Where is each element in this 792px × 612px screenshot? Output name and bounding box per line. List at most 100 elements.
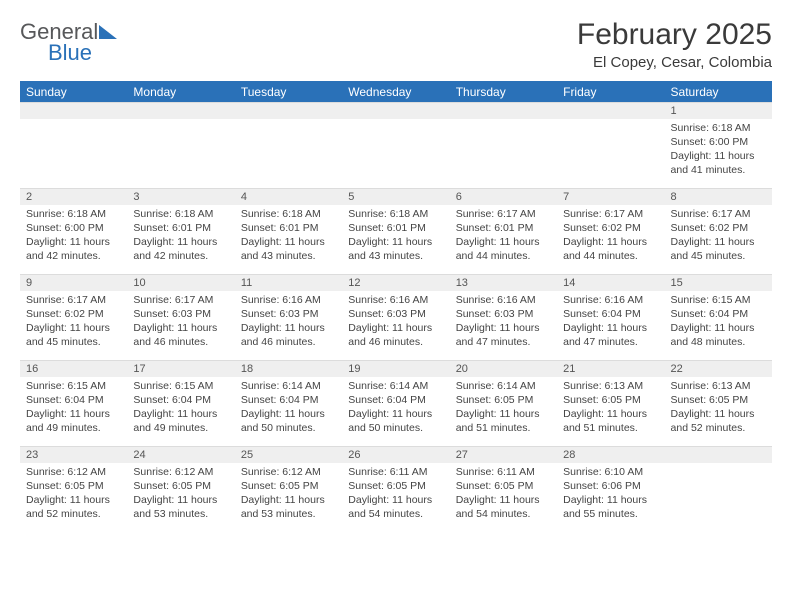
- day-sunrise: Sunrise: 6:10 AM: [563, 465, 658, 479]
- logo-text-block: General Blue: [20, 22, 117, 64]
- day-sunset: Sunset: 6:03 PM: [456, 307, 551, 321]
- day-sunset: Sunset: 6:02 PM: [671, 221, 766, 235]
- day-detail-cell: [20, 119, 127, 189]
- day-number-cell: 14: [557, 275, 664, 291]
- day-detail-cell: Sunrise: 6:12 AMSunset: 6:05 PMDaylight:…: [20, 463, 127, 533]
- day-detail-cell: Sunrise: 6:11 AMSunset: 6:05 PMDaylight:…: [342, 463, 449, 533]
- day-day1: Daylight: 11 hours: [133, 321, 228, 335]
- day-sunrise: Sunrise: 6:13 AM: [563, 379, 658, 393]
- day-sunrise: Sunrise: 6:12 AM: [133, 465, 228, 479]
- day-number-cell: 11: [235, 275, 342, 291]
- day-day2: and 45 minutes.: [671, 249, 766, 263]
- day-detail-cell: Sunrise: 6:17 AMSunset: 6:03 PMDaylight:…: [127, 291, 234, 361]
- day-sunset: Sunset: 6:05 PM: [241, 479, 336, 493]
- day-number: 6: [456, 191, 462, 203]
- day-sunrise: Sunrise: 6:16 AM: [456, 293, 551, 307]
- day-day1: Daylight: 11 hours: [241, 407, 336, 421]
- day-number-row: 1: [20, 103, 772, 119]
- day-detail-cell: Sunrise: 6:16 AMSunset: 6:03 PMDaylight:…: [450, 291, 557, 361]
- day-number: 15: [671, 277, 683, 289]
- day-sunrise: Sunrise: 6:17 AM: [671, 207, 766, 221]
- day-detail-cell: Sunrise: 6:17 AMSunset: 6:01 PMDaylight:…: [450, 205, 557, 275]
- day-day1: Daylight: 11 hours: [26, 321, 121, 335]
- day-sunrise: Sunrise: 6:16 AM: [241, 293, 336, 307]
- day-sunset: Sunset: 6:01 PM: [133, 221, 228, 235]
- day-detail-cell: Sunrise: 6:15 AMSunset: 6:04 PMDaylight:…: [127, 377, 234, 447]
- day-sunrise: Sunrise: 6:18 AM: [348, 207, 443, 221]
- day-day2: and 42 minutes.: [26, 249, 121, 263]
- title-block: February 2025 El Copey, Cesar, Colombia: [577, 18, 772, 71]
- day-sunrise: Sunrise: 6:18 AM: [671, 121, 766, 135]
- day-sunrise: Sunrise: 6:15 AM: [671, 293, 766, 307]
- day-day2: and 55 minutes.: [563, 507, 658, 521]
- day-sunset: Sunset: 6:04 PM: [26, 393, 121, 407]
- day-detail-cell: Sunrise: 6:16 AMSunset: 6:04 PMDaylight:…: [557, 291, 664, 361]
- day-detail-cell: [557, 119, 664, 189]
- day-sunrise: Sunrise: 6:12 AM: [241, 465, 336, 479]
- day-day1: Daylight: 11 hours: [26, 493, 121, 507]
- day-number-row: 9101112131415: [20, 275, 772, 291]
- day-number: 5: [348, 191, 354, 203]
- day-number: 12: [348, 277, 360, 289]
- day-number: 14: [563, 277, 575, 289]
- day-number-cell: 3: [127, 189, 234, 205]
- day-number-cell: 24: [127, 447, 234, 463]
- day-sunset: Sunset: 6:03 PM: [241, 307, 336, 321]
- day-sunrise: Sunrise: 6:16 AM: [348, 293, 443, 307]
- day-sunrise: Sunrise: 6:14 AM: [241, 379, 336, 393]
- day-number-cell: 9: [20, 275, 127, 291]
- day-day2: and 46 minutes.: [348, 335, 443, 349]
- day-sunrise: Sunrise: 6:15 AM: [133, 379, 228, 393]
- day-day2: and 53 minutes.: [241, 507, 336, 521]
- day-sunset: Sunset: 6:00 PM: [26, 221, 121, 235]
- day-header: Tuesday: [235, 82, 342, 103]
- day-detail-row: Sunrise: 6:18 AMSunset: 6:00 PMDaylight:…: [20, 205, 772, 275]
- location-subtitle: El Copey, Cesar, Colombia: [577, 54, 772, 71]
- day-number: 25: [241, 449, 253, 461]
- day-day2: and 42 minutes.: [133, 249, 228, 263]
- day-detail-row: Sunrise: 6:12 AMSunset: 6:05 PMDaylight:…: [20, 463, 772, 533]
- day-sunrise: Sunrise: 6:17 AM: [133, 293, 228, 307]
- day-day1: Daylight: 11 hours: [26, 235, 121, 249]
- day-day1: Daylight: 11 hours: [133, 235, 228, 249]
- day-number-cell: 18: [235, 361, 342, 377]
- day-day2: and 49 minutes.: [26, 421, 121, 435]
- day-sunset: Sunset: 6:05 PM: [456, 393, 551, 407]
- day-number-cell: 10: [127, 275, 234, 291]
- day-day1: Daylight: 11 hours: [26, 407, 121, 421]
- day-day1: Daylight: 11 hours: [348, 493, 443, 507]
- day-detail-cell: Sunrise: 6:17 AMSunset: 6:02 PMDaylight:…: [665, 205, 772, 275]
- day-detail-cell: Sunrise: 6:18 AMSunset: 6:00 PMDaylight:…: [20, 205, 127, 275]
- day-day2: and 50 minutes.: [348, 421, 443, 435]
- day-number-cell: 17: [127, 361, 234, 377]
- day-sunset: Sunset: 6:06 PM: [563, 479, 658, 493]
- day-number-cell: 5: [342, 189, 449, 205]
- day-number: 19: [348, 363, 360, 375]
- day-detail-cell: Sunrise: 6:12 AMSunset: 6:05 PMDaylight:…: [235, 463, 342, 533]
- day-sunrise: Sunrise: 6:18 AM: [133, 207, 228, 221]
- day-number-cell: 23: [20, 447, 127, 463]
- day-detail-cell: [235, 119, 342, 189]
- day-number-cell: [665, 447, 772, 463]
- day-day2: and 53 minutes.: [133, 507, 228, 521]
- day-sunset: Sunset: 6:01 PM: [456, 221, 551, 235]
- day-number: 21: [563, 363, 575, 375]
- day-day1: Daylight: 11 hours: [241, 321, 336, 335]
- day-detail-cell: [450, 119, 557, 189]
- day-number-cell: 20: [450, 361, 557, 377]
- day-number-cell: 22: [665, 361, 772, 377]
- day-number-cell: 27: [450, 447, 557, 463]
- day-sunset: Sunset: 6:04 PM: [241, 393, 336, 407]
- day-sunrise: Sunrise: 6:17 AM: [456, 207, 551, 221]
- day-sunrise: Sunrise: 6:13 AM: [671, 379, 766, 393]
- day-number-cell: [127, 103, 234, 119]
- day-day2: and 47 minutes.: [563, 335, 658, 349]
- day-number-cell: 15: [665, 275, 772, 291]
- day-number-row: 2345678: [20, 189, 772, 205]
- logo: General Blue: [20, 18, 117, 64]
- day-detail-cell: Sunrise: 6:14 AMSunset: 6:05 PMDaylight:…: [450, 377, 557, 447]
- day-number-cell: 21: [557, 361, 664, 377]
- day-day2: and 51 minutes.: [563, 421, 658, 435]
- day-day2: and 43 minutes.: [348, 249, 443, 263]
- day-detail-cell: Sunrise: 6:18 AMSunset: 6:00 PMDaylight:…: [665, 119, 772, 189]
